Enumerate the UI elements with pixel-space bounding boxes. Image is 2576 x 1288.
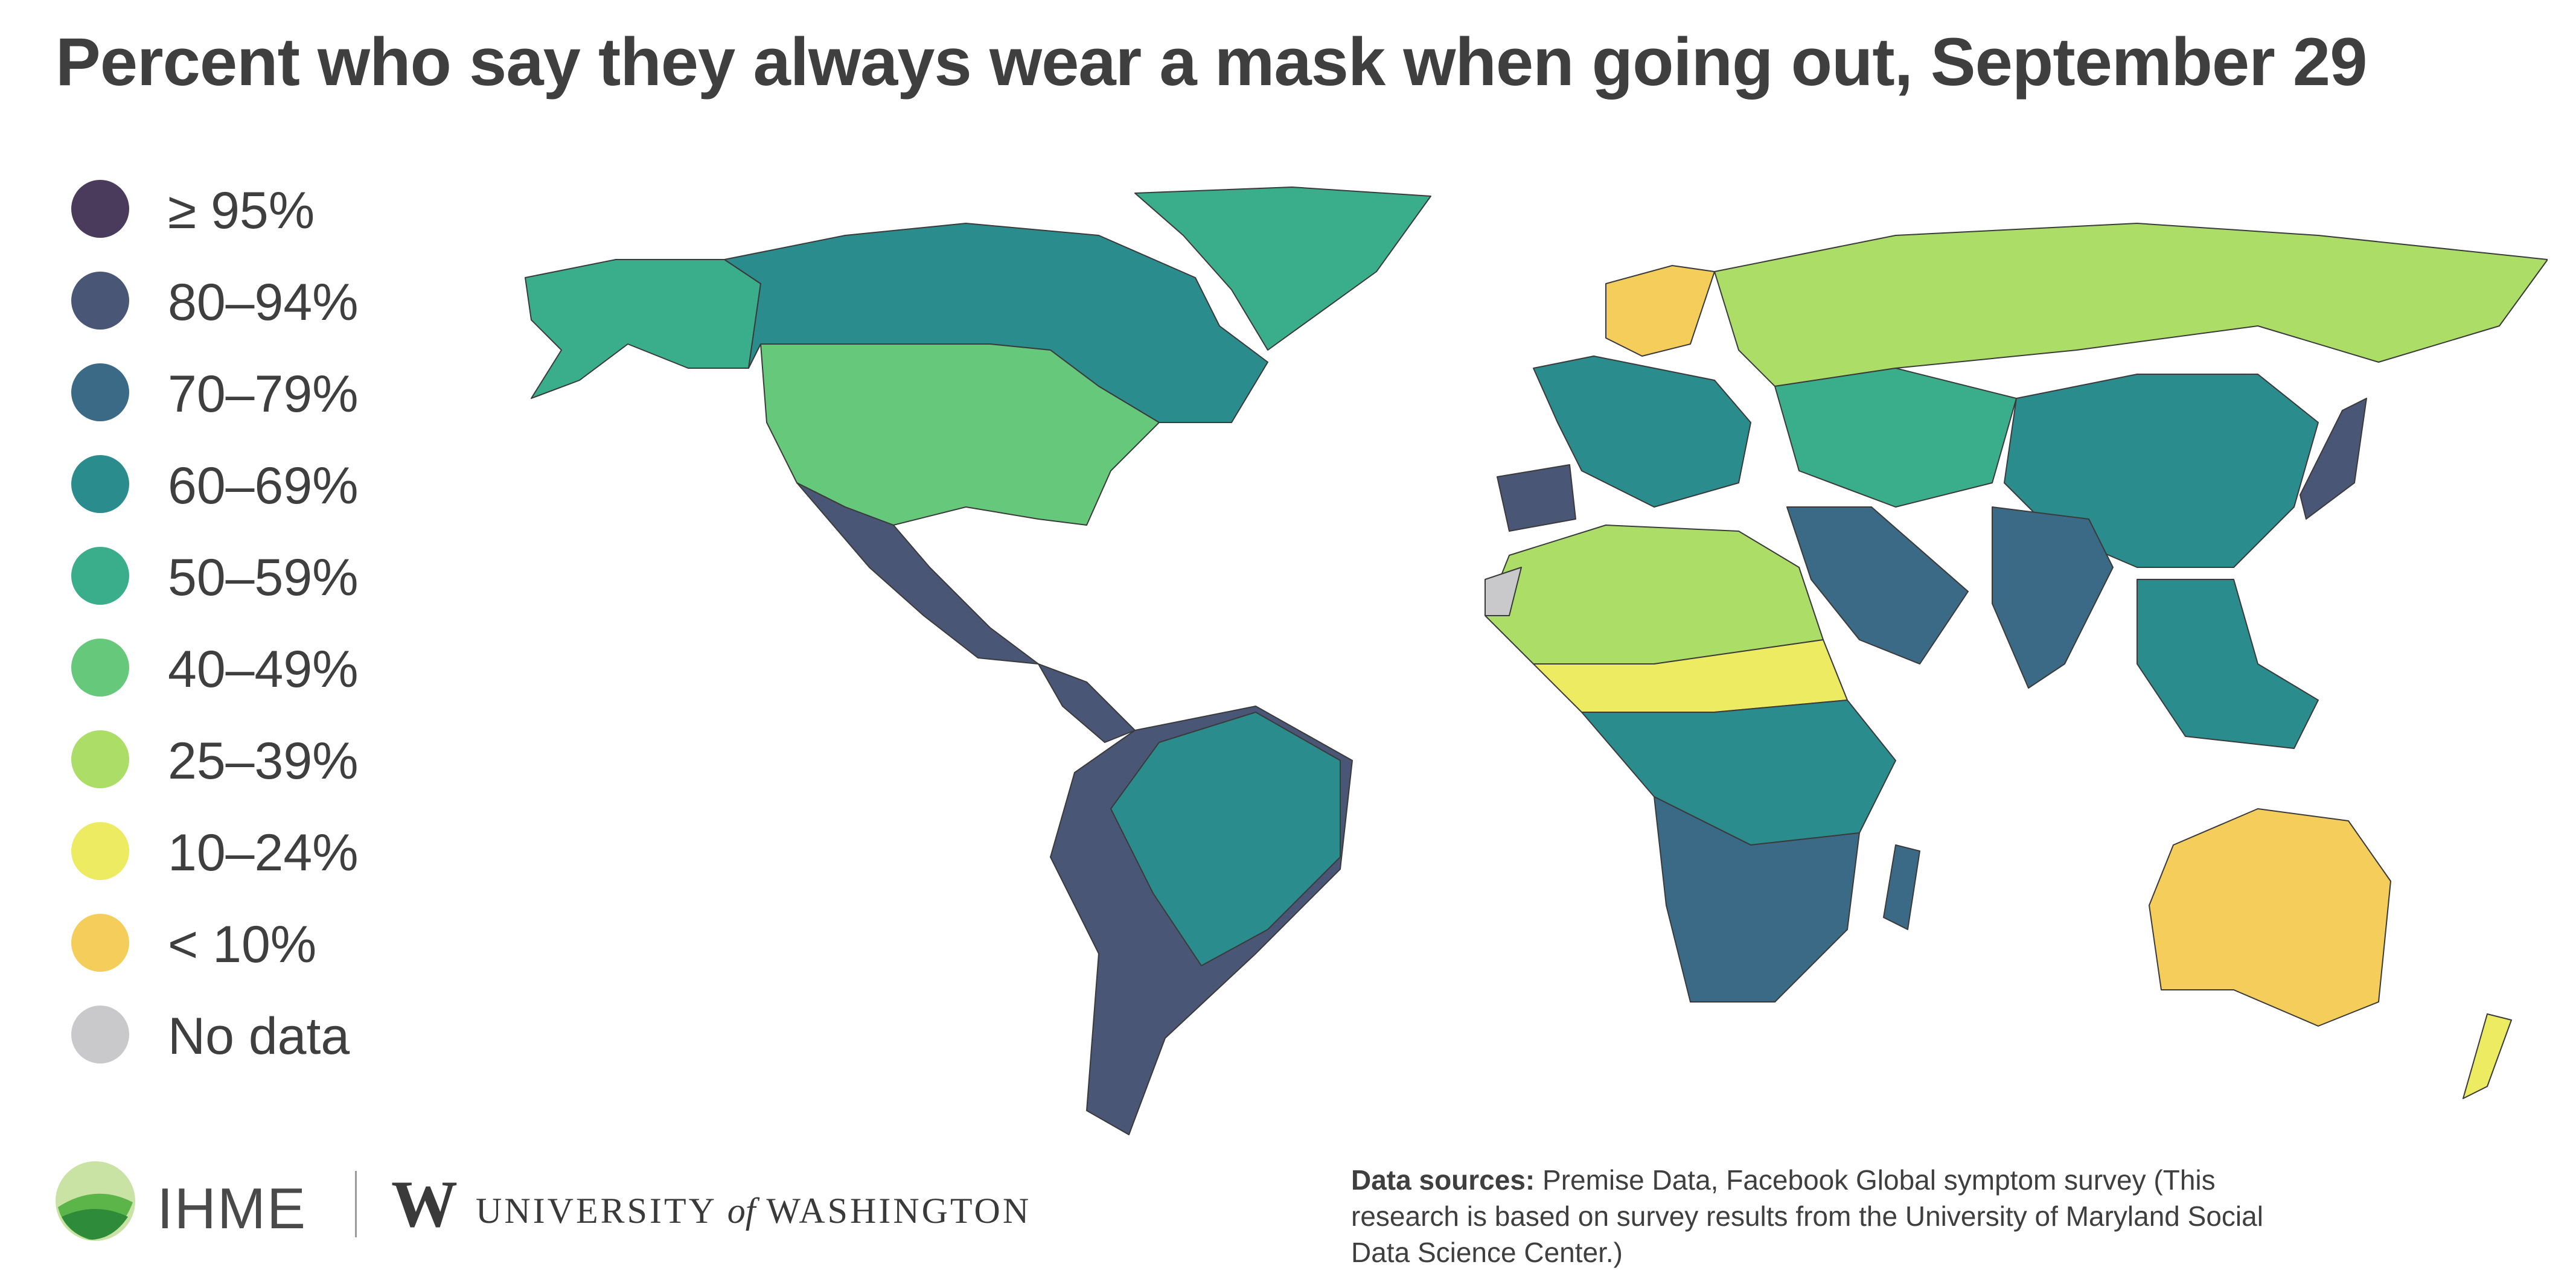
legend-label: 80–94% [168,273,359,331]
region-southeast-asia [2137,579,2319,749]
ihme-logo-text: IHME [157,1176,307,1241]
legend-label: 40–49% [168,640,359,698]
world-map [525,187,2548,1135]
legend-swatch [71,914,129,972]
region-new-zealand [2463,1013,2512,1099]
uw-logo-text: UNIVERSITY of WASHINGTON [476,1190,1031,1232]
legend-label: ≥ 95% [168,182,315,240]
region-japan [2300,398,2367,520]
uw-text-washington: WASHINGTON [766,1191,1032,1231]
legend-swatch [71,363,129,421]
legend-swatch [71,180,129,238]
legend-label: No data [168,1007,350,1065]
region-arabian-peninsula [1786,506,1969,665]
data-sources-text: Premise Data, Facebook Global symptom su… [1351,1164,2263,1268]
uw-text-university: UNIVERSITY [476,1191,716,1231]
region-north-africa [1485,524,1824,665]
legend-swatch [71,455,129,513]
region-russia [1714,223,2548,387]
legend-label: 10–24% [168,824,359,882]
uw-text-of: of [727,1191,756,1231]
region-greenland [1134,187,1431,351]
legend-swatch [71,547,129,605]
region-australia [2149,808,2391,1027]
legend-swatch [71,1006,129,1063]
region-iberia [1497,464,1576,532]
legend-label: < 10% [168,916,317,974]
region-western-sahara [1485,567,1522,616]
logo-divider [355,1171,357,1237]
region-central-america [1038,663,1136,743]
region-central-asia [1774,368,2017,508]
region-scandinavia [1605,265,1715,357]
region-madagascar [1883,844,1920,930]
data-sources-label: Data sources: [1351,1164,1535,1196]
legend-swatch [71,822,129,880]
legend-swatch [71,639,129,697]
legend-label: 50–59% [168,549,359,607]
footer-logos: IHME W UNIVERSITY of WASHINGTON [53,1153,1079,1261]
region-brazil [1110,712,1341,966]
map-title: Percent who say they always wear a mask … [56,24,2367,100]
legend-label: 70–79% [168,365,359,423]
legend-label: 25–39% [168,732,359,790]
uw-w-mark: W [391,1167,458,1241]
region-central-africa [1581,700,1896,846]
ihme-leaf-icon [56,1161,135,1241]
legend-swatch [71,272,129,330]
legend-swatch [71,730,129,788]
region-western-europe [1533,355,1751,508]
region-alaska [525,259,761,399]
legend-label: 60–69% [168,457,359,515]
region-india [1992,506,2114,689]
data-sources-note: Data sources: Premise Data, Facebook Glo… [1351,1162,2293,1270]
region-southern-africa [1654,796,1860,1003]
